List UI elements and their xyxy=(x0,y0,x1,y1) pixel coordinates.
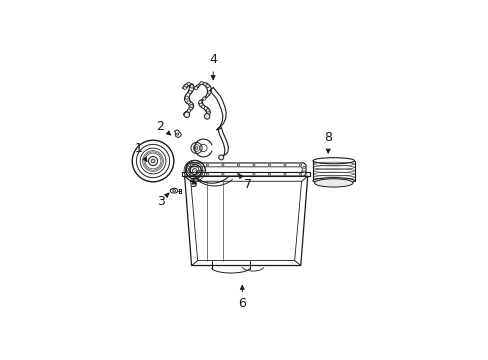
Circle shape xyxy=(194,86,197,90)
Circle shape xyxy=(206,109,209,112)
Ellipse shape xyxy=(314,179,352,187)
Circle shape xyxy=(176,133,179,135)
Circle shape xyxy=(299,173,301,175)
Circle shape xyxy=(187,166,189,168)
Circle shape xyxy=(207,91,210,94)
Ellipse shape xyxy=(312,177,354,184)
Circle shape xyxy=(205,84,209,87)
Circle shape xyxy=(195,147,198,149)
Circle shape xyxy=(268,164,270,166)
Circle shape xyxy=(189,104,193,108)
Text: 7: 7 xyxy=(238,174,251,191)
Circle shape xyxy=(192,168,197,173)
Circle shape xyxy=(303,166,305,168)
Text: 2: 2 xyxy=(156,120,170,135)
Circle shape xyxy=(303,171,305,173)
Circle shape xyxy=(148,157,157,166)
Text: 6: 6 xyxy=(238,285,246,310)
Circle shape xyxy=(222,164,224,166)
Circle shape xyxy=(252,164,255,166)
Circle shape xyxy=(187,171,189,173)
Circle shape xyxy=(186,82,190,85)
Circle shape xyxy=(284,164,285,166)
Text: 8: 8 xyxy=(324,131,331,153)
Circle shape xyxy=(202,97,205,100)
Circle shape xyxy=(237,164,239,166)
Circle shape xyxy=(200,81,203,85)
Text: 3: 3 xyxy=(156,193,169,208)
Circle shape xyxy=(184,96,188,99)
Circle shape xyxy=(222,173,224,175)
Circle shape xyxy=(183,112,189,117)
Circle shape xyxy=(172,189,175,192)
Circle shape xyxy=(218,155,224,160)
Text: 1: 1 xyxy=(134,142,146,162)
Circle shape xyxy=(190,173,193,175)
Circle shape xyxy=(190,164,193,166)
Circle shape xyxy=(190,85,193,88)
Text: 5: 5 xyxy=(189,177,197,190)
Circle shape xyxy=(201,105,204,108)
Circle shape xyxy=(186,101,190,104)
Circle shape xyxy=(151,159,155,163)
Circle shape xyxy=(187,109,190,112)
Circle shape xyxy=(183,86,186,90)
Circle shape xyxy=(268,173,270,175)
Circle shape xyxy=(206,173,208,175)
Circle shape xyxy=(206,164,208,166)
Circle shape xyxy=(252,173,255,175)
Circle shape xyxy=(299,164,301,166)
Circle shape xyxy=(204,114,209,119)
Circle shape xyxy=(188,90,191,94)
Circle shape xyxy=(284,173,285,175)
Circle shape xyxy=(198,100,202,104)
Circle shape xyxy=(237,173,239,175)
Text: 4: 4 xyxy=(209,53,217,80)
